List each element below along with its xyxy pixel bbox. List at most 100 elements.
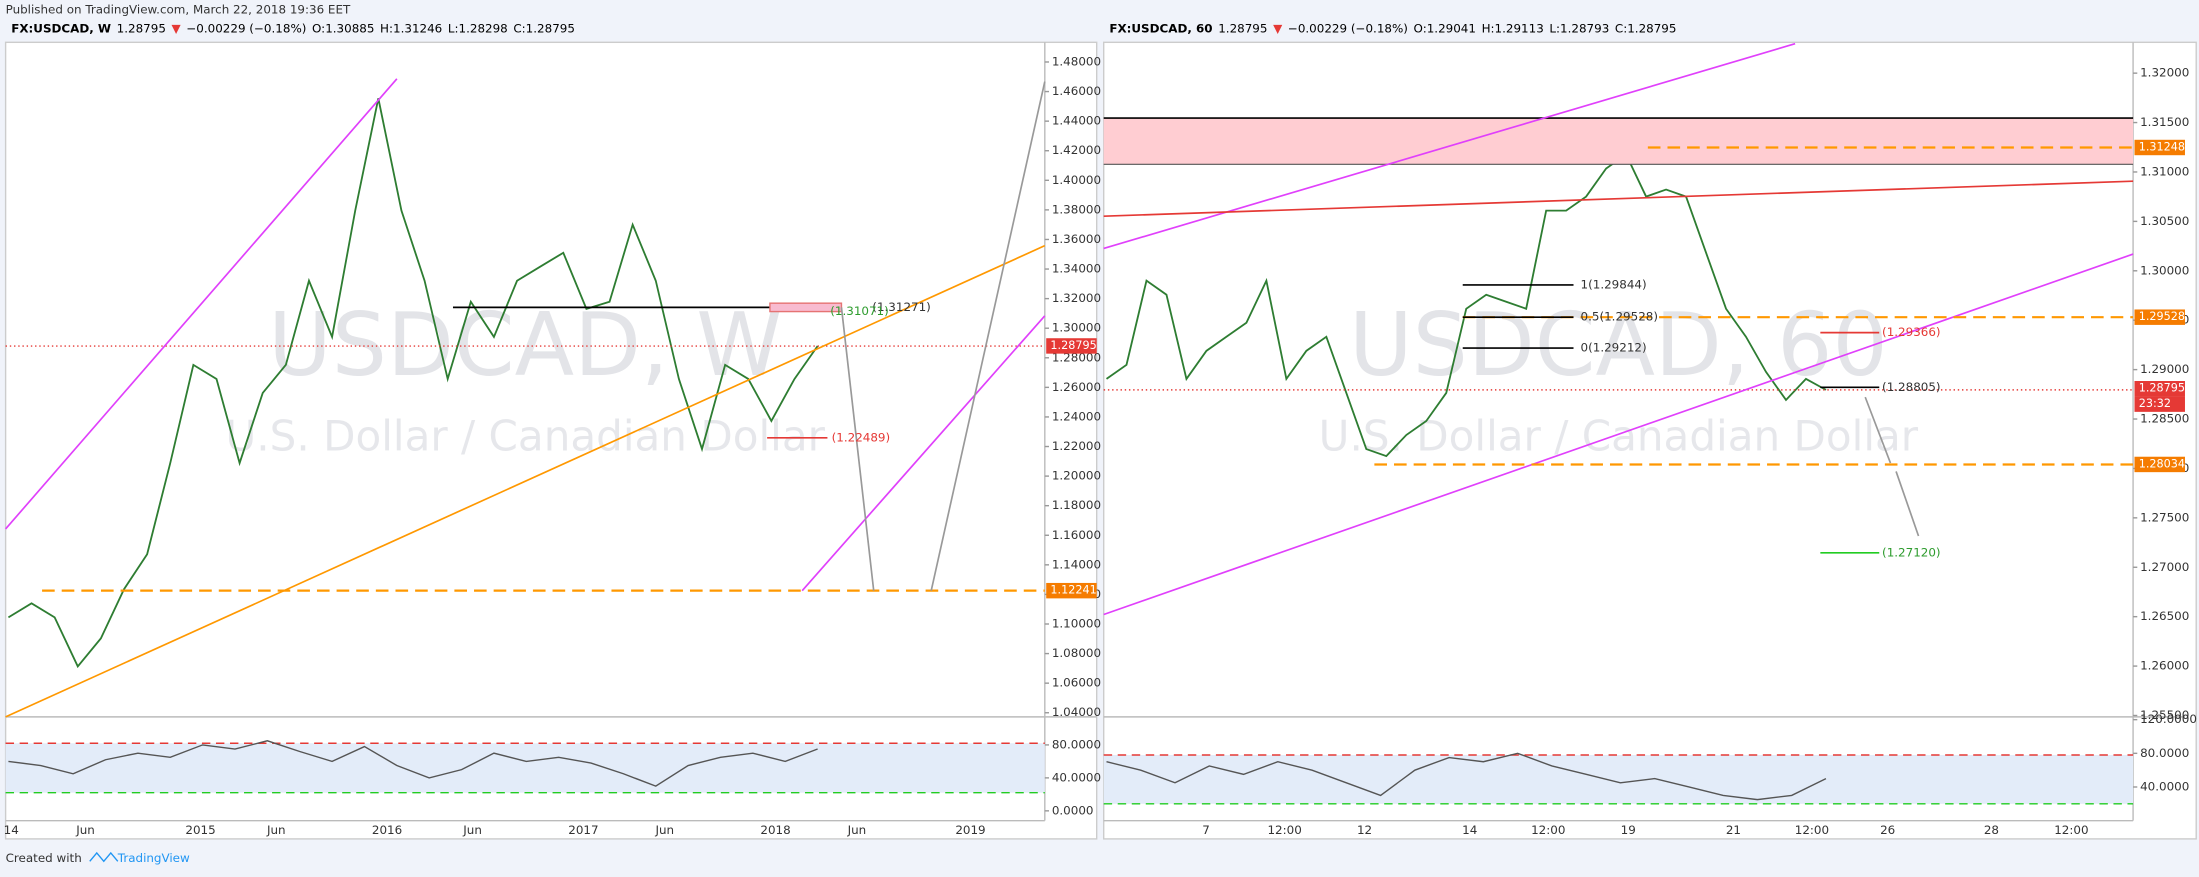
watermark-name: U.S. Dollar / Canadian Dollar (1319, 412, 1919, 461)
annotation: (1.27120) (1882, 545, 1941, 559)
rsi-tick-label: 40.0000 (1052, 770, 1101, 784)
y-tick-label: 1.26500 (2140, 609, 2189, 623)
price-tag (2134, 309, 2185, 325)
panel-left (4, 41, 1098, 840)
annotation: 0(1.29212) (1581, 341, 1647, 355)
publish-note: Published on TradingView.com, March 22, … (6, 3, 351, 17)
trend-line (1103, 253, 2134, 616)
trend-line (1103, 42, 1796, 250)
header-price: 1.28795 (1218, 21, 1267, 35)
y-tick-label: 1.10000 (1052, 617, 1101, 631)
header-ohlc: C:1.28795 (513, 21, 575, 35)
price-tag (2134, 381, 2185, 397)
y-tick-label: 1.06000 (1052, 676, 1101, 690)
y-tick-label: 1.20000 (1052, 469, 1101, 483)
rsi-line (8, 740, 818, 787)
rsi-tick-label: 80.0000 (2140, 746, 2189, 760)
y-tick-label: 1.32000 (1052, 291, 1101, 305)
rsi-band (5, 743, 1045, 793)
x-tick-label: 2019 (955, 823, 985, 837)
rsi-band (1103, 755, 2134, 804)
x-tick-label: 7 (1202, 823, 1210, 837)
zone (1103, 118, 2134, 165)
x-tick-label: 21 (1726, 823, 1741, 837)
header-ohlc: L:1.28298 (448, 21, 508, 35)
y-tick-label: 1.24000 (1052, 409, 1101, 423)
y-tick-label: 1.29000 (2140, 362, 2189, 376)
y-tick-label: 1.32000 (2140, 66, 2189, 80)
rsi-tick-label: 40.0000 (2140, 779, 2189, 793)
header-ohlc: O:1.29041 (1414, 21, 1476, 35)
x-tick-label: 2017 (568, 823, 598, 837)
y-tick-label: 1.46000 (1052, 84, 1101, 98)
rsi-tick-label: 120.0000 (2140, 712, 2197, 726)
y-tick-label: 1.30000 (1052, 321, 1101, 335)
projection (1864, 396, 1892, 464)
watermark-symbol: USDCAD, 60 (1349, 294, 1888, 396)
y-tick-label: 1.42000 (1052, 143, 1101, 157)
header-symbol: FX:USDCAD, 60 (1109, 21, 1212, 35)
x-tick-label: 26 (1880, 823, 1895, 837)
header-symbol: FX:USDCAD, W (11, 21, 111, 35)
y-tick-label: 1.08000 (1052, 646, 1101, 660)
y-tick-label: 1.27500 (2140, 510, 2189, 524)
x-tick-label: Jun (847, 823, 867, 837)
y-tick-label: 1.16000 (1052, 528, 1101, 542)
x-tick-label: Jun (462, 823, 482, 837)
x-tick-label: 12:00 (1531, 823, 1565, 837)
header-ohlc: H:1.31246 (380, 21, 442, 35)
rsi-tick-label: 80.0000 (1052, 737, 1101, 751)
x-tick-label: 14 (1462, 823, 1477, 837)
header-price: 1.28795 (117, 21, 166, 35)
price-tag (1046, 338, 1097, 354)
annotation: (1.31271) (872, 300, 931, 314)
header-ohlc: O:1.30885 (312, 21, 374, 35)
x-tick-label: 28 (1984, 823, 1999, 837)
header-ohlc: C:1.28795 (1615, 21, 1677, 35)
brand-logo (89, 851, 119, 863)
price-line (1105, 153, 1827, 458)
projection (840, 307, 875, 591)
price-tag-label: 1.29528 (2139, 310, 2185, 323)
x-tick-label: 14 (4, 823, 19, 837)
y-tick-label: 1.36000 (1052, 232, 1101, 246)
brand[interactable]: TradingView (117, 851, 190, 865)
x-tick-label: 12:00 (1267, 823, 1301, 837)
watermark-symbol: USDCAD, W (268, 294, 782, 396)
y-tick-label: 1.04000 (1052, 705, 1101, 719)
x-tick-label: 12:00 (1795, 823, 1829, 837)
y-tick-label: 1.34000 (1052, 262, 1101, 276)
projection (1895, 471, 1920, 537)
annotation: (1.29366) (1882, 325, 1941, 339)
price-tag (2134, 456, 2185, 473)
trend-line (1103, 180, 2134, 218)
y-tick-label: 1.48000 (1052, 54, 1101, 68)
y-tick-label: 1.40000 (1052, 173, 1101, 187)
annotation: 1(1.29844) (1581, 277, 1647, 291)
watermark-name: U.S. Dollar / Canadian Dollar (225, 412, 825, 461)
x-tick-label: Jun (266, 823, 286, 837)
price-line (7, 98, 819, 669)
x-tick-label: Jun (75, 823, 95, 837)
y-tick-label: 1.26000 (2140, 659, 2189, 673)
annotation: (1.31071) (830, 304, 889, 318)
price-tag-label: 1.31248 (2139, 140, 2185, 153)
price-tag-label: 1.28034 (2139, 457, 2185, 470)
trend-line (5, 244, 1046, 718)
panel-right (1103, 41, 2197, 840)
y-tick-label: 1.27000 (2140, 560, 2189, 574)
price-tag (2134, 139, 2185, 156)
price-tag-label: 1.28795 (1050, 339, 1096, 352)
header-ohlc: L:1.28793 (1549, 21, 1609, 35)
price-tag (1046, 582, 1097, 599)
x-tick-label: 12 (1357, 823, 1372, 837)
x-tick-label: 2016 (372, 823, 402, 837)
y-tick-label: 1.28500 (2140, 412, 2189, 426)
y-tick-label: 1.28000 (1052, 350, 1101, 364)
trend-line (4, 78, 398, 530)
y-tick-label: 1.14000 (1052, 557, 1101, 571)
x-tick-label: 12:00 (2054, 823, 2088, 837)
header-arrow: ▼ (172, 21, 182, 35)
y-tick-label: 1.30500 (2140, 214, 2189, 228)
